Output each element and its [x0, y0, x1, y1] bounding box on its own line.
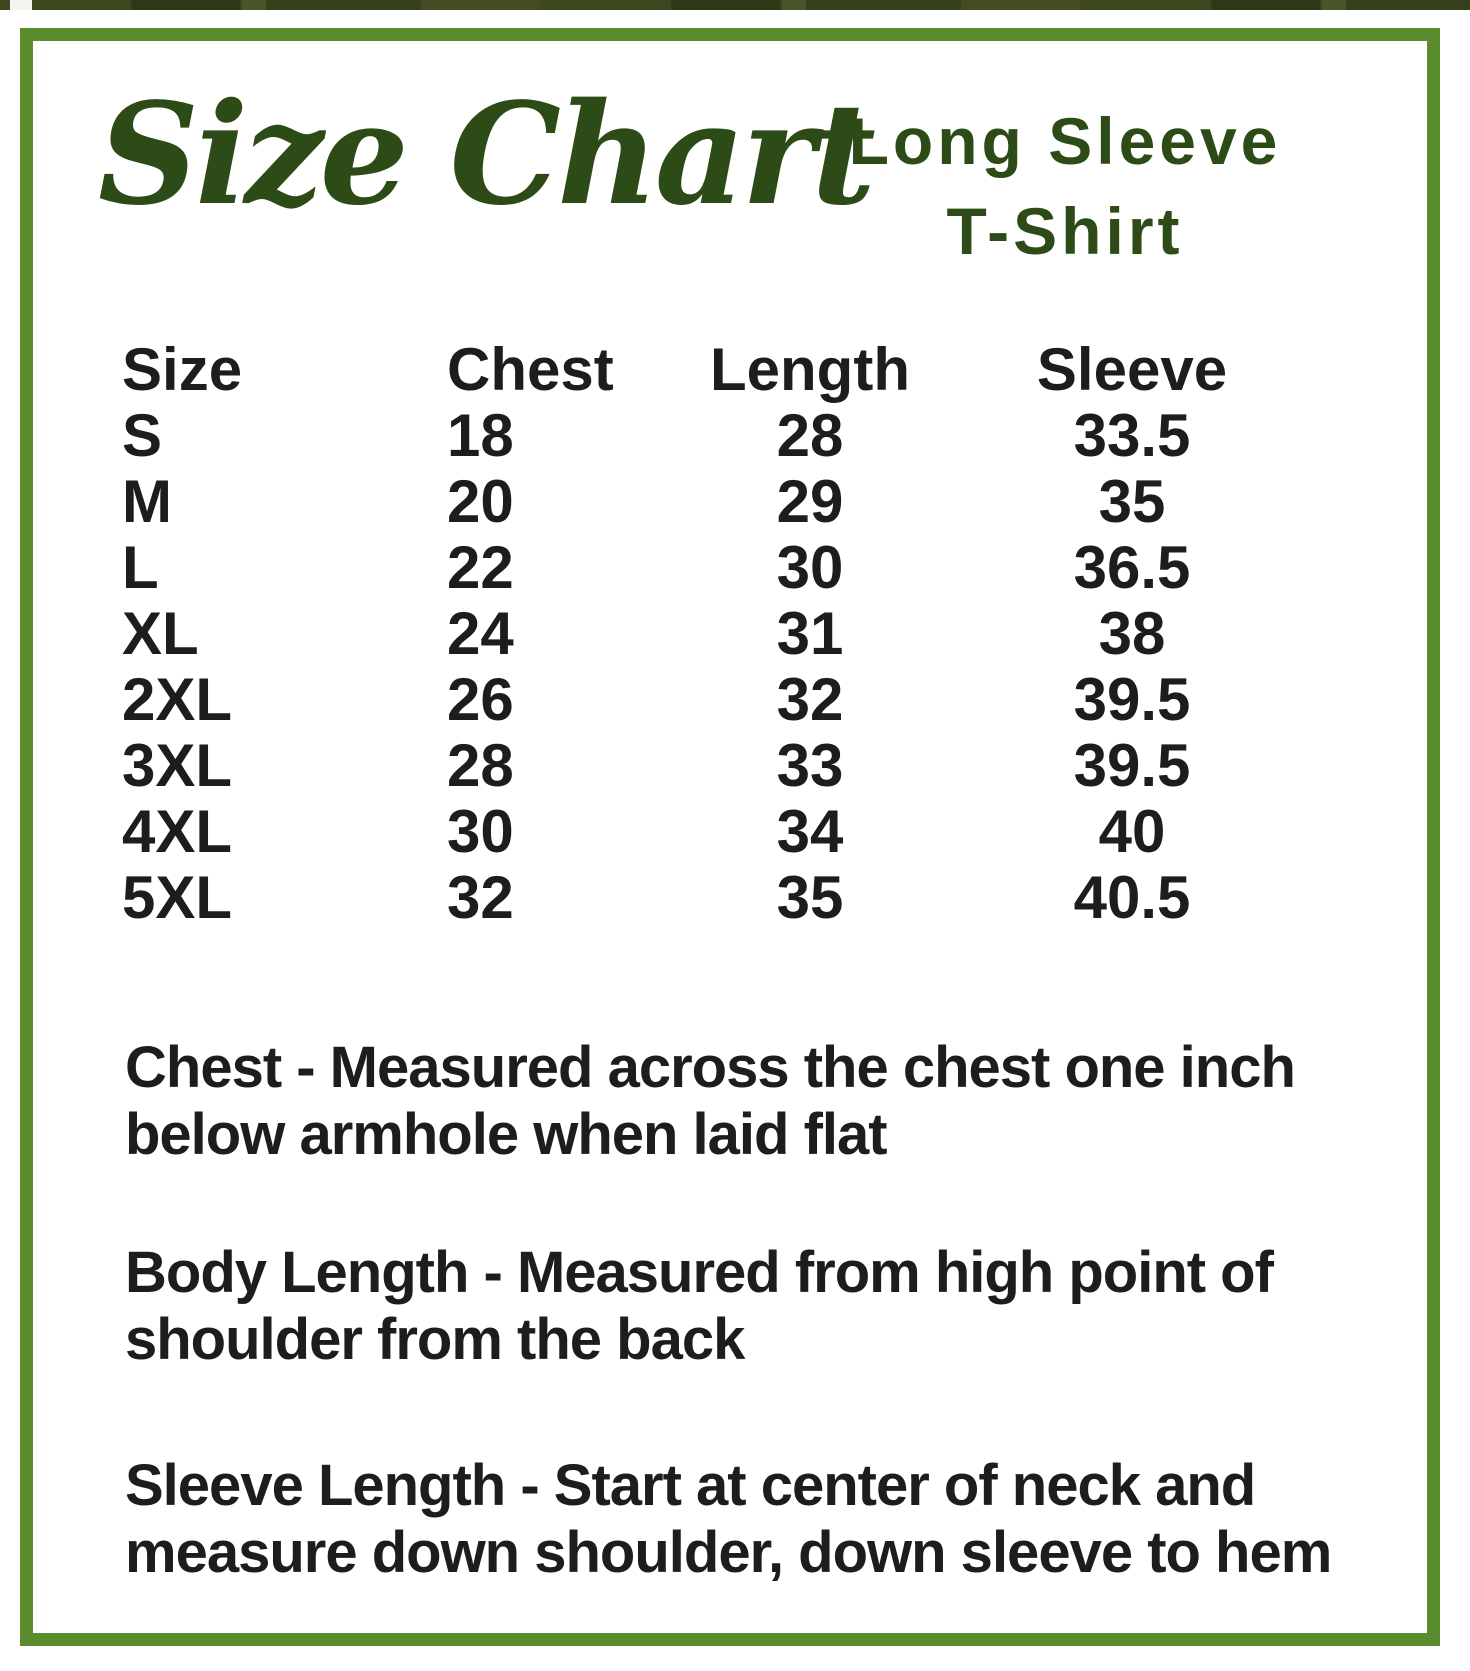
- cell-sleeve-5xl: 40.5: [1073, 864, 1191, 931]
- note-chest-line-1: Chest - Measured across the chest one in…: [125, 1035, 1296, 1100]
- cell-length-2xl: 32: [776, 666, 844, 733]
- top-edge-artifact: [0, 0, 1470, 10]
- cell-size-5xl: 5XL: [122, 864, 233, 931]
- cell-size-3xl: 3XL: [122, 732, 233, 799]
- cell-size-2xl: 2XL: [122, 666, 233, 733]
- cell-sleeve-xl: 38: [1098, 600, 1166, 667]
- column-header-length: Length: [710, 336, 910, 403]
- product-name-line-1: Long Sleeve: [848, 104, 1282, 178]
- size-column: Size S M L XL 2XL 3XL 4XL 5XL: [122, 337, 242, 931]
- cell-length-5xl: 35: [776, 864, 844, 931]
- cell-length-m: 29: [776, 468, 844, 535]
- cell-chest-l: 22: [447, 534, 514, 601]
- cell-sleeve-l: 36.5: [1073, 534, 1191, 601]
- top-edge-artifact-gap: [10, 0, 32, 10]
- cell-size-m: M: [122, 468, 172, 535]
- note-chest-line-2: below armhole when laid flat: [125, 1102, 888, 1167]
- green-border-frame: [20, 28, 1440, 1646]
- note-body-length-line-2: shoulder from the back: [125, 1307, 745, 1372]
- cell-length-3xl: 33: [776, 732, 844, 799]
- sleeve-column: Sleeve 33.5 35 36.5 38 39.5 39.5 40 40.5: [1032, 337, 1232, 931]
- cell-length-l: 30: [776, 534, 844, 601]
- note-body-length-line-1: Body Length - Measured from high point o…: [125, 1240, 1274, 1305]
- note-sleeve-length: Sleeve Length - Start at center of neck …: [125, 1452, 1332, 1586]
- cell-sleeve-3xl: 39.5: [1073, 732, 1191, 799]
- cell-chest-m: 20: [447, 468, 514, 535]
- cell-size-l: L: [122, 534, 159, 601]
- column-header-chest: Chest: [447, 336, 614, 403]
- cell-chest-5xl: 32: [447, 864, 514, 931]
- cell-sleeve-2xl: 39.5: [1073, 666, 1191, 733]
- cell-chest-3xl: 28: [447, 732, 514, 799]
- product-name: Long Sleeve T-Shirt: [835, 96, 1295, 276]
- cell-size-s: S: [122, 402, 163, 469]
- cell-chest-2xl: 26: [447, 666, 514, 733]
- page-title: Size Chart: [98, 73, 876, 237]
- cell-length-s: 28: [776, 402, 844, 469]
- note-sleeve-length-line-2: measure down shoulder, down sleeve to he…: [125, 1520, 1332, 1585]
- cell-chest-xl: 24: [447, 600, 514, 667]
- note-body-length: Body Length - Measured from high point o…: [125, 1239, 1274, 1373]
- length-column: Length 28 29 30 31 32 33 34 35: [710, 337, 910, 931]
- cell-length-xl: 31: [776, 600, 844, 667]
- cell-chest-s: 18: [447, 402, 514, 469]
- cell-length-4xl: 34: [776, 798, 844, 865]
- cell-chest-4xl: 30: [447, 798, 514, 865]
- cell-sleeve-s: 33.5: [1073, 402, 1191, 469]
- cell-size-xl: XL: [122, 600, 199, 667]
- cell-sleeve-m: 35: [1098, 468, 1166, 535]
- column-header-sleeve: Sleeve: [1036, 336, 1228, 403]
- cell-size-4xl: 4XL: [122, 798, 233, 865]
- column-header-size: Size: [122, 336, 243, 403]
- note-sleeve-length-line-1: Sleeve Length - Start at center of neck …: [125, 1453, 1256, 1518]
- chest-column: Chest 18 20 22 24 26 28 30 32: [447, 337, 614, 931]
- cell-sleeve-4xl: 40: [1098, 798, 1166, 865]
- note-chest: Chest - Measured across the chest one in…: [125, 1034, 1296, 1168]
- product-name-line-2: T-Shirt: [946, 194, 1184, 268]
